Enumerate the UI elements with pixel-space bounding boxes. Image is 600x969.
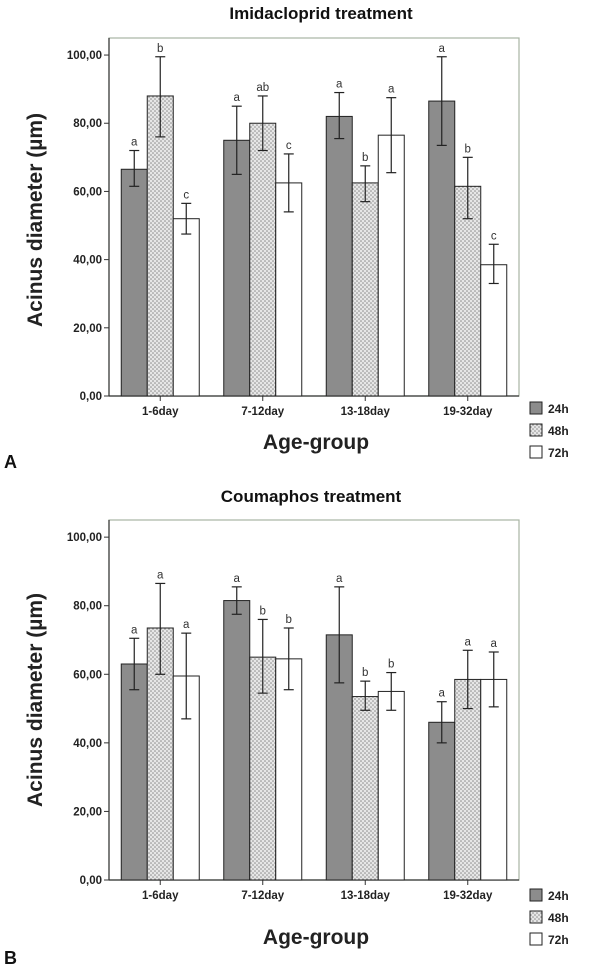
y-tick-label: 80,00 [73, 118, 102, 130]
significance-letter: b [286, 614, 292, 626]
legend-label-24h: 24h [548, 889, 569, 903]
x-tick-label: 13-18day [341, 406, 391, 418]
bar-24h [428, 100, 456, 397]
legend-label-72h: 72h [548, 933, 569, 947]
significance-letter: a [183, 619, 190, 631]
bar-24h [325, 115, 353, 397]
bar-48h [454, 185, 482, 397]
y-tick-label: 40,00 [73, 738, 102, 750]
significance-letter: a [491, 638, 498, 650]
legend-swatch-24h [529, 401, 543, 415]
chart-title-a: Imidacloprid treatment [229, 4, 413, 23]
significance-letter: a [336, 79, 343, 91]
plot-area-b: 0,00 20,00 40,00 60,00 80,00 100,00 1-6day a a a 7… [67, 519, 520, 902]
y-tick-label: 40,00 [73, 255, 102, 267]
bar-48h [351, 182, 379, 397]
plot-area-a: 0,0020,0040,0060,0080,00100,001-6dayabc7… [67, 37, 520, 418]
bar-24h [120, 168, 148, 397]
bar-72h [275, 182, 303, 397]
bar-72h [480, 678, 508, 881]
y-tick-label: 100,00 [67, 50, 102, 62]
y-axis-label-b: Acinus diameter (µm) [24, 593, 47, 807]
significance-letter: a [157, 569, 164, 581]
x-tick-label: 19-32day [443, 890, 493, 902]
significance-letter: b [465, 143, 471, 155]
x-tick-label: 1-6day [142, 890, 179, 902]
y-axis-label-a: Acinus diameter (µm) [24, 113, 47, 327]
bar-48h [351, 696, 379, 881]
x-tick-label: 1-6day [142, 406, 179, 418]
bar-24h [223, 600, 251, 881]
x-tick-label: 7-12day [241, 406, 284, 418]
significance-letter: ab [256, 82, 269, 94]
bar-72h [377, 134, 405, 397]
y-tick-label: 0,00 [80, 391, 102, 403]
significance-letter: c [491, 230, 497, 242]
bar-24h [120, 663, 148, 881]
significance-letter: c [286, 140, 292, 152]
legend-swatch-72h [529, 932, 543, 946]
bar-72h [480, 264, 508, 397]
bar-24h [223, 139, 251, 397]
significance-letter: a [388, 84, 395, 96]
bar-72h [275, 658, 303, 881]
bar-24h [428, 721, 456, 881]
legend-swatch-48h [529, 423, 543, 437]
significance-letter: a [131, 624, 138, 636]
y-tick-label: 20,00 [73, 806, 102, 818]
y-tick-label: 80,00 [73, 601, 102, 613]
legend-label-48h: 48h [548, 911, 569, 925]
significance-letter: c [183, 189, 189, 201]
panel-label-a: A [4, 452, 17, 472]
legend-label-24h: 24h [548, 402, 569, 416]
legend-swatch-72h [529, 445, 543, 459]
bar-48h [146, 95, 174, 397]
legend-swatch-48h [529, 910, 543, 924]
significance-letter: b [362, 152, 368, 164]
bar-48h [249, 122, 277, 397]
y-tick-label: 20,00 [73, 323, 102, 335]
significance-letter: a [336, 573, 343, 585]
legend-b: 24h 48h 72h [529, 888, 569, 947]
y-tick-label: 0,00 [80, 875, 102, 887]
x-tick-label: 13-18day [341, 890, 391, 902]
x-tick-label: 19-32day [443, 406, 493, 418]
legend-a: 24h 48h 72h [529, 401, 569, 460]
legend-label-72h: 72h [548, 446, 569, 460]
bar-72h [377, 690, 405, 881]
significance-letter: a [439, 688, 446, 700]
bar-48h [454, 678, 482, 881]
significance-letter: b [362, 667, 368, 679]
significance-letter: b [260, 605, 266, 617]
x-axis-label-b: Age-group [263, 926, 369, 949]
significance-letter: b [157, 43, 163, 55]
significance-letter: a [234, 573, 241, 585]
bar-72h [172, 218, 200, 397]
legend-label-48h: 48h [548, 424, 569, 438]
chart-title-b: Coumaphos treatment [221, 487, 402, 506]
x-axis-label-a: Age-group [263, 431, 369, 454]
y-tick-label: 100,00 [67, 532, 102, 544]
significance-letter: a [234, 92, 241, 104]
significance-letter: a [131, 137, 138, 149]
significance-letter: b [388, 659, 394, 671]
significance-letter: a [465, 636, 472, 648]
y-tick-label: 60,00 [73, 186, 102, 198]
x-tick-label: 7-12day [241, 890, 284, 902]
y-tick-label: 60,00 [73, 669, 102, 681]
significance-letter: a [439, 43, 446, 55]
legend-swatch-24h [529, 888, 543, 902]
panel-label-b: B [4, 948, 17, 968]
